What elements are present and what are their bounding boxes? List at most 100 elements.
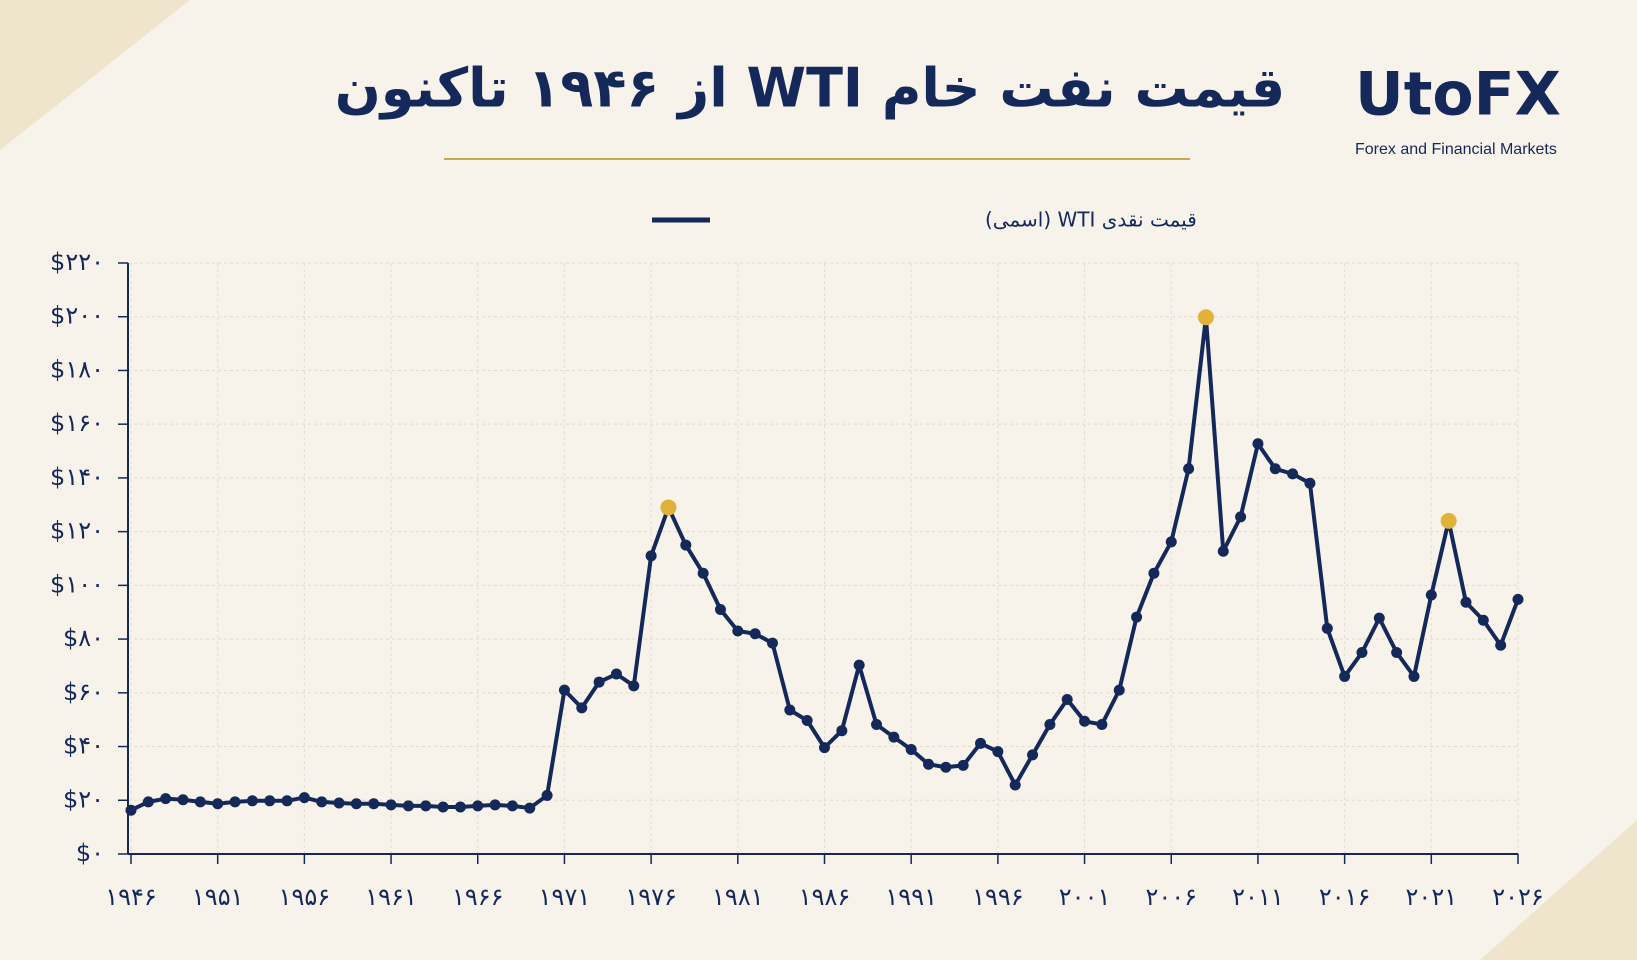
logo: UtoFX <box>1355 60 1561 130</box>
point <box>992 746 1004 758</box>
point <box>368 798 380 810</box>
point <box>1096 719 1108 731</box>
y-tick-label: $۲۰ <box>63 785 104 813</box>
point <box>350 798 362 810</box>
point <box>1460 596 1472 608</box>
point <box>1339 670 1351 682</box>
x-tick-label: ۱۹۸۱ <box>712 883 764 911</box>
point <box>298 792 310 804</box>
point <box>766 637 778 649</box>
point <box>1027 749 1039 761</box>
x-tick-label: ۱۹۴۶ <box>105 883 157 911</box>
point <box>1373 612 1385 624</box>
point <box>576 702 588 714</box>
point <box>1131 611 1143 623</box>
point <box>888 731 900 743</box>
y-tick-label: $۱۶۰ <box>50 409 104 437</box>
point <box>316 796 328 808</box>
x-tick-label: ۲۰۰۱ <box>1059 883 1111 911</box>
point <box>1183 463 1195 475</box>
x-tick-label: ۲۰۲۱ <box>1406 883 1458 911</box>
point <box>905 744 917 756</box>
point <box>229 796 241 808</box>
point <box>194 796 206 808</box>
x-tick-label: ۱۹۵۶ <box>279 883 331 911</box>
point <box>420 800 432 812</box>
point <box>593 676 605 688</box>
x-tick-label: ۱۹۷۱ <box>539 883 591 911</box>
point <box>1165 536 1177 548</box>
x-tick-label: ۱۹۷۶ <box>625 883 677 911</box>
y-tick-label: $۱۰۰ <box>50 570 104 598</box>
point <box>1356 647 1368 659</box>
point <box>1408 670 1420 682</box>
point <box>1287 468 1299 480</box>
x-tick-label: ۲۰۱۶ <box>1319 883 1371 911</box>
point <box>1425 589 1437 601</box>
point <box>975 737 987 749</box>
y-tick-label: $۲۲۰ <box>50 248 104 276</box>
point <box>836 725 848 737</box>
point <box>784 704 796 716</box>
x-tick-label: ۱۹۸۶ <box>799 883 851 911</box>
x-tick-label: ۲۰۰۶ <box>1145 883 1197 911</box>
point <box>1321 622 1333 634</box>
point <box>125 804 137 816</box>
point <box>177 794 189 806</box>
point <box>1079 715 1091 727</box>
point <box>1044 719 1056 731</box>
highlight-point <box>660 499 677 516</box>
point <box>489 799 501 811</box>
point <box>1269 463 1281 475</box>
x-tick-label: ۱۹۹۱ <box>885 883 937 911</box>
point <box>732 625 744 637</box>
x-tick-label: ۱۹۶۶ <box>452 883 504 911</box>
point <box>1252 438 1264 450</box>
point <box>160 793 172 805</box>
decor <box>0 0 190 150</box>
y-tick-label: $۲۰۰ <box>50 302 104 330</box>
y-tick-label: $۱۴۰ <box>50 463 104 491</box>
point <box>957 759 969 771</box>
point <box>264 795 276 807</box>
y-tick-label: $۶۰ <box>63 678 104 706</box>
point <box>1391 647 1403 659</box>
legend-label: قیمت نقدی WTI (اسمی) <box>985 208 1197 232</box>
point <box>142 796 154 808</box>
point <box>871 719 883 731</box>
y-tick-label: $۴۰ <box>63 732 104 760</box>
point <box>1304 477 1316 489</box>
point <box>923 758 935 770</box>
point <box>246 795 258 807</box>
point <box>1477 614 1489 626</box>
decor <box>1480 820 1637 960</box>
point <box>645 550 657 562</box>
point <box>1512 593 1524 605</box>
x-tick-label: ۱۹۶۱ <box>365 883 417 911</box>
point <box>940 761 952 773</box>
x-tick-label: ۱۹۵۱ <box>192 883 244 911</box>
point <box>714 604 726 616</box>
point <box>506 800 518 812</box>
point <box>628 680 640 692</box>
point <box>472 800 484 812</box>
point <box>1495 639 1507 651</box>
highlight-point <box>1197 309 1214 326</box>
y-tick-label: $۱۸۰ <box>50 355 104 383</box>
point <box>1235 511 1247 523</box>
point <box>680 539 692 551</box>
x-tick-label: ۲۰۲۶ <box>1492 883 1544 911</box>
x-tick-label: ۱۹۹۶ <box>972 883 1024 911</box>
point <box>541 789 553 801</box>
point <box>558 684 570 696</box>
point <box>1061 694 1073 706</box>
point <box>524 802 536 814</box>
point <box>437 801 449 813</box>
chart-title: قیمت نفت خام WTI از ۱۹۴۶ تاکنون <box>335 57 1286 120</box>
y-tick-label: $۰ <box>76 839 104 867</box>
point <box>454 801 466 813</box>
point <box>853 659 865 671</box>
y-tick-label: $۸۰ <box>63 624 104 652</box>
point <box>212 798 224 810</box>
